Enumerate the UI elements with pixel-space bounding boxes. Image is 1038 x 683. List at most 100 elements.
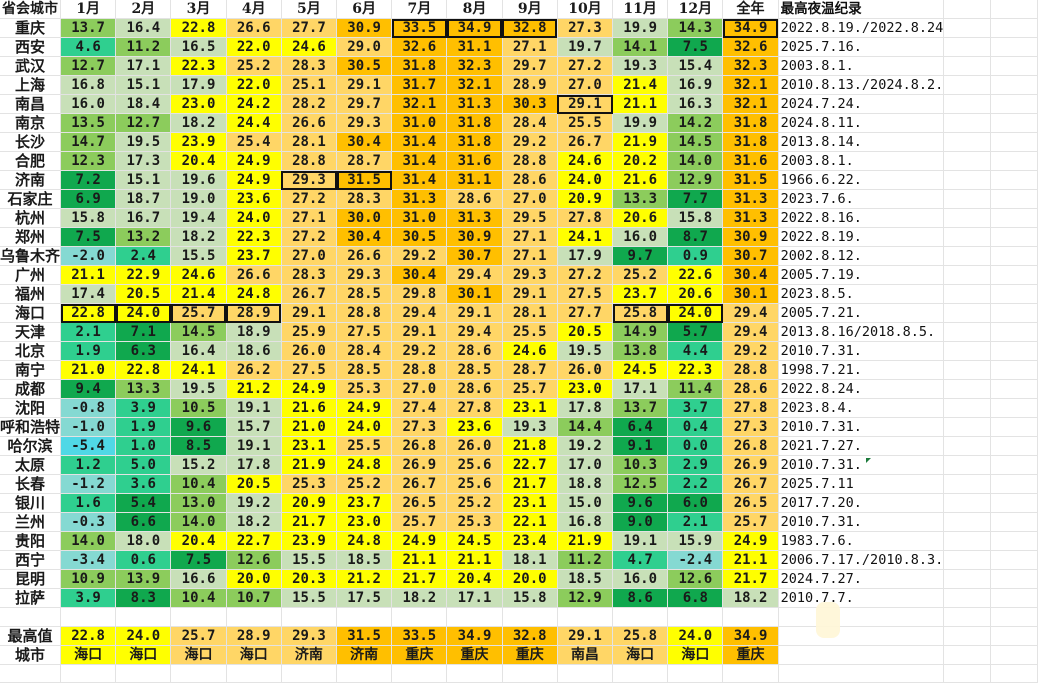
- month-value-cell[interactable]: 26.2: [226, 360, 282, 380]
- empty-cell[interactable]: [943, 37, 992, 57]
- month-value-cell[interactable]: 31.7: [391, 75, 448, 95]
- empty-cell[interactable]: [990, 550, 1038, 570]
- month-value-cell[interactable]: 27.0: [557, 75, 614, 95]
- month-value-cell[interactable]: 29.5: [502, 208, 558, 228]
- month-value-cell[interactable]: 21.6: [281, 398, 338, 418]
- max-label[interactable]: 最高值: [0, 626, 62, 646]
- month-value-cell[interactable]: 24.5: [446, 531, 503, 551]
- record-date-cell[interactable]: 2022.8.16.: [778, 208, 945, 228]
- month-value-cell[interactable]: 27.8: [446, 398, 503, 418]
- month-value-cell[interactable]: 24.9: [391, 531, 448, 551]
- empty-cell[interactable]: [990, 303, 1038, 323]
- month-value-cell[interactable]: 11.2: [115, 37, 172, 57]
- month-value-cell[interactable]: 26.5: [391, 493, 448, 513]
- city-name[interactable]: 成都: [0, 379, 62, 399]
- month-value-cell[interactable]: 22.8: [115, 360, 172, 380]
- empty-cell[interactable]: [990, 493, 1038, 513]
- empty-cell[interactable]: [990, 645, 1038, 665]
- month-value-cell[interactable]: 15.9: [667, 531, 724, 551]
- month-value-cell[interactable]: 21.1: [612, 94, 669, 114]
- empty-cell[interactable]: [943, 208, 992, 228]
- city-name[interactable]: 呼和浩特: [0, 417, 62, 437]
- month-value-cell[interactable]: 23.7: [612, 284, 669, 304]
- month-value-cell[interactable]: 9.4: [60, 379, 117, 399]
- month-value-cell[interactable]: 1.9: [115, 417, 172, 437]
- month-value-cell[interactable]: 25.2: [612, 265, 669, 285]
- empty-cell[interactable]: [990, 322, 1038, 342]
- record-date-cell[interactable]: 2025.7.16.: [778, 37, 945, 57]
- month-value-cell[interactable]: 15.1: [115, 170, 172, 190]
- month-value-cell[interactable]: 31.3: [446, 208, 503, 228]
- max-city-cell[interactable]: 海口: [667, 645, 724, 665]
- month-value-cell[interactable]: 11.2: [557, 550, 614, 570]
- header-month[interactable]: 4月: [226, 0, 282, 19]
- month-value-cell[interactable]: 31.0: [391, 208, 448, 228]
- month-value-cell[interactable]: 28.6: [502, 170, 558, 190]
- month-value-cell[interactable]: 21.0: [60, 360, 117, 380]
- month-value-cell[interactable]: 27.1: [502, 246, 558, 266]
- max-value-cell[interactable]: 32.8: [502, 626, 558, 646]
- month-value-cell[interactable]: 29.2: [502, 132, 558, 152]
- month-value-cell[interactable]: 28.5: [336, 360, 393, 380]
- month-value-cell[interactable]: 17.8: [557, 398, 614, 418]
- month-value-cell[interactable]: 23.6: [226, 189, 282, 209]
- empty-cell[interactable]: [943, 645, 992, 665]
- month-value-cell[interactable]: 14.0: [170, 512, 227, 532]
- month-value-cell[interactable]: 2.4: [115, 246, 172, 266]
- month-value-cell[interactable]: 33.5: [391, 18, 448, 38]
- month-value-cell[interactable]: 13.0: [170, 493, 227, 513]
- month-value-cell[interactable]: 32.1: [391, 94, 448, 114]
- month-value-cell[interactable]: 19.1: [226, 398, 282, 418]
- month-value-cell[interactable]: 28.8: [391, 360, 448, 380]
- record-date-cell[interactable]: 2024.7.24.: [778, 94, 945, 114]
- annual-max-cell[interactable]: 30.1: [722, 284, 779, 304]
- annual-max-cell[interactable]: 30.7: [722, 246, 779, 266]
- month-value-cell[interactable]: 19.6: [170, 170, 227, 190]
- city-name[interactable]: 拉萨: [0, 588, 62, 608]
- month-value-cell[interactable]: 1.2: [60, 455, 117, 475]
- empty-cell[interactable]: [990, 113, 1038, 133]
- month-value-cell[interactable]: 24.6: [557, 151, 614, 171]
- record-date-cell[interactable]: 1998.7.21.: [778, 360, 945, 380]
- header-month[interactable]: 7月: [391, 0, 448, 19]
- month-value-cell[interactable]: 23.7: [226, 246, 282, 266]
- empty-cell[interactable]: [943, 56, 992, 76]
- month-value-cell[interactable]: 18.1: [502, 550, 558, 570]
- city-name[interactable]: 太原: [0, 455, 62, 475]
- month-value-cell[interactable]: 20.6: [612, 208, 669, 228]
- max-city-cell[interactable]: 重庆: [391, 645, 448, 665]
- annual-max-cell[interactable]: 28.8: [722, 360, 779, 380]
- month-value-cell[interactable]: 17.8: [226, 455, 282, 475]
- month-value-cell[interactable]: 0.0: [667, 436, 724, 456]
- month-value-cell[interactable]: 12.9: [667, 170, 724, 190]
- month-value-cell[interactable]: 24.9: [336, 398, 393, 418]
- month-value-cell[interactable]: 28.3: [336, 189, 393, 209]
- month-value-cell[interactable]: 18.7: [115, 189, 172, 209]
- month-value-cell[interactable]: 23.1: [281, 436, 338, 456]
- month-value-cell[interactable]: 19.3: [612, 56, 669, 76]
- empty-cell[interactable]: [778, 645, 945, 665]
- month-value-cell[interactable]: 30.7: [446, 246, 503, 266]
- month-value-cell[interactable]: 16.0: [612, 569, 669, 589]
- month-value-cell[interactable]: 22.0: [226, 75, 282, 95]
- record-date-cell[interactable]: 2010.7.7.: [778, 588, 945, 608]
- month-value-cell[interactable]: 19.2: [226, 493, 282, 513]
- month-value-cell[interactable]: 7.1: [115, 322, 172, 342]
- empty-cell[interactable]: [281, 664, 338, 683]
- max-city-cell[interactable]: 海口: [170, 645, 227, 665]
- empty-cell[interactable]: [990, 18, 1038, 38]
- empty-cell[interactable]: [990, 208, 1038, 228]
- empty-cell[interactable]: [943, 322, 992, 342]
- month-value-cell[interactable]: 4.7: [612, 550, 669, 570]
- max-city-cell[interactable]: 海口: [226, 645, 282, 665]
- city-name[interactable]: 合肥: [0, 151, 62, 171]
- empty-cell[interactable]: [990, 132, 1038, 152]
- city-name[interactable]: 长沙: [0, 132, 62, 152]
- city-name[interactable]: 南宁: [0, 360, 62, 380]
- empty-cell[interactable]: [226, 664, 282, 683]
- record-date-cell[interactable]: 2005.7.21.: [778, 303, 945, 323]
- month-value-cell[interactable]: 27.2: [281, 189, 338, 209]
- month-value-cell[interactable]: 16.3: [667, 94, 724, 114]
- annual-max-cell[interactable]: 31.8: [722, 113, 779, 133]
- month-value-cell[interactable]: 3.9: [60, 588, 117, 608]
